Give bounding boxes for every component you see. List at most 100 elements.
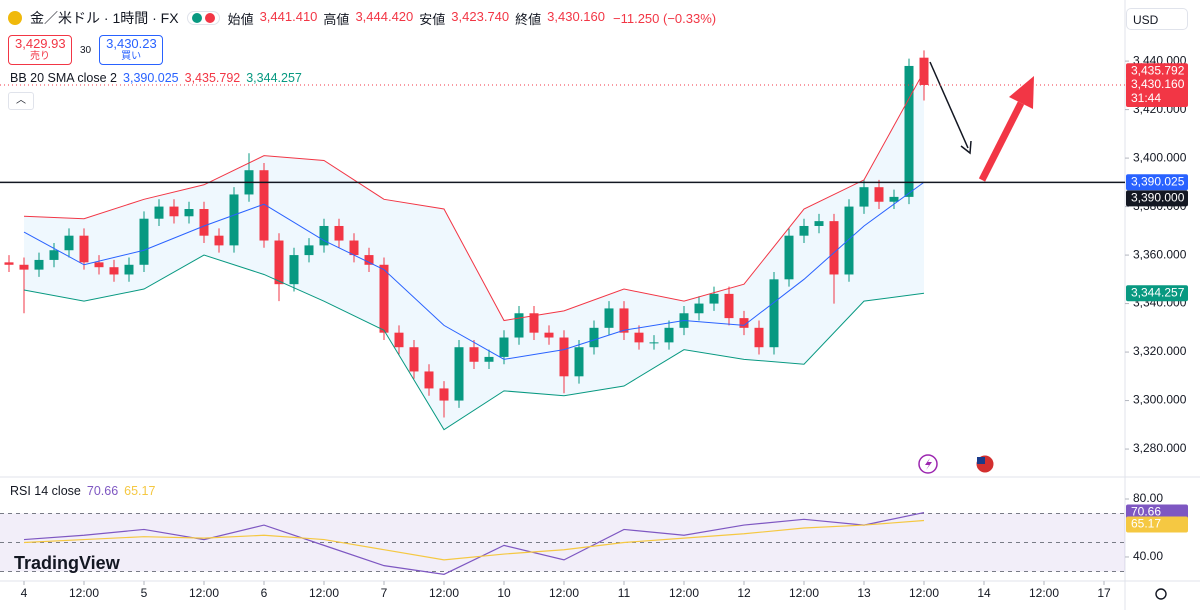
bb-title: BB 20 SMA close 2 (10, 71, 118, 85)
candle-body (664, 327, 674, 343)
buy-button[interactable]: 3,430.23 買い (99, 35, 164, 65)
candle-body (784, 235, 794, 280)
collapse-button[interactable]: ︿ (8, 92, 34, 110)
bb-legend: BB 20 SMA close 2 3,390.025 3,435.792 3,344… (10, 71, 302, 85)
x-tick-label: 4 (21, 586, 28, 600)
candle-body (739, 318, 749, 328)
candle-body (904, 65, 914, 197)
candle-body (604, 308, 614, 328)
price-tag-label: 3,344.257 (1131, 285, 1185, 299)
y-tick-label: 3,280.000 (1133, 441, 1187, 455)
series-line (23, 181, 925, 360)
candle-body (634, 332, 644, 343)
y-tick-label: 3,400.000 (1133, 150, 1187, 164)
flag-canton (977, 457, 985, 464)
y-tick-label: 3,300.000 (1133, 393, 1187, 407)
arrowhead (960, 140, 972, 155)
sell-price: 3,429.93 (15, 36, 66, 51)
candle-body (769, 279, 779, 348)
price-tag (1126, 285, 1188, 302)
candle-body (619, 308, 629, 333)
status-pills[interactable] (186, 11, 220, 25)
x-tick-label: 12:00 (909, 586, 939, 600)
rsi-value: 65.17 (124, 484, 156, 498)
price-tag-label: 3,435.792 (1131, 63, 1185, 77)
candle-body (844, 206, 854, 275)
candle-body (94, 262, 104, 268)
x-tick-label: 12:00 (549, 586, 579, 600)
y-tick-label: 40.00 (1133, 549, 1163, 563)
buy-label: 買い (121, 51, 142, 62)
x-tick-label: 12 (737, 586, 751, 600)
price-tag (1126, 63, 1188, 80)
series-line (23, 519, 925, 561)
currency-button[interactable]: USD (1126, 8, 1188, 30)
x-tick-label: 12:00 (669, 586, 699, 600)
sell-label: 売り (30, 51, 50, 62)
price-tag-label: 65.17 (1131, 517, 1161, 531)
price-tag-label: 70.66 (1131, 505, 1161, 519)
market-open (191, 13, 202, 23)
lightning-glyph (925, 458, 932, 470)
price-tag-label: 3,430.160 (1131, 77, 1185, 91)
candle-body (109, 267, 119, 275)
change: −11.250 (−0.33%) (613, 10, 717, 26)
x-tick-label: 17 (1097, 586, 1111, 600)
candle-body (754, 327, 764, 348)
candle-body (889, 196, 899, 202)
candle-body (334, 225, 344, 241)
candle-body (454, 347, 464, 401)
candle-body (559, 337, 569, 377)
bb-value: 3,390.025 (123, 71, 179, 85)
candle-body (304, 245, 314, 256)
trade-buttons: 3,429.93 売り 30 3,430.23 買い (8, 35, 164, 65)
price-tag (1126, 174, 1188, 191)
x-tick-label: 5 (141, 586, 148, 600)
candle-body (529, 313, 539, 333)
ohlc-value: 3,423.740 (451, 8, 510, 24)
x-tick-label: 12:00 (309, 586, 339, 600)
candle-body (514, 313, 524, 338)
candle-body (649, 342, 659, 344)
candle-body (289, 255, 299, 285)
rsi-title: RSI 14 close (10, 484, 81, 498)
candle-body (259, 170, 269, 241)
ohlc-label: 安値 (419, 11, 446, 27)
sell-button[interactable]: 3,429.93 売り (8, 35, 72, 65)
candle-body (154, 206, 164, 219)
arrowhead (1009, 76, 1034, 109)
ohlc-label: 始値 (227, 11, 254, 27)
candle-body (229, 194, 239, 246)
candle-body (484, 356, 494, 362)
candle-body (574, 347, 584, 377)
candle-body (124, 264, 134, 275)
symbol[interactable]: 金／米ドル · 1時間 · FX (30, 10, 179, 26)
candle-body (379, 264, 389, 333)
y-tick-label: 3,360.000 (1133, 247, 1187, 261)
candle-body (544, 332, 554, 338)
annotation-arrows (929, 61, 1034, 182)
price-tag (1126, 190, 1188, 207)
gear[interactable] (1155, 588, 1167, 600)
countdown: 31:44 (1131, 91, 1161, 105)
spread: 30 (80, 44, 92, 56)
candle-body (439, 388, 449, 401)
ohlc-value: 3,441.410 (259, 8, 318, 24)
candle-body (409, 347, 419, 372)
series-line (23, 71, 925, 322)
settings-icon[interactable] (1155, 588, 1167, 600)
y-tick-label: 3,320.000 (1133, 344, 1187, 358)
candle-body (79, 235, 89, 263)
candle-body (319, 225, 329, 246)
candle-body (364, 255, 374, 265)
bb-value: 3,344.257 (246, 71, 302, 85)
candle-body (4, 262, 14, 265)
price-tag-label: 3,390.000 (1131, 191, 1185, 205)
x-tick-label: 13 (857, 586, 871, 600)
candle-body (694, 303, 704, 314)
header: 金／米ドル · 1時間 · FX 始値 3,441.410 高値 3,444.420 安… (8, 8, 716, 28)
x-tick-label: 12:00 (429, 586, 459, 600)
candle-body (874, 187, 884, 202)
